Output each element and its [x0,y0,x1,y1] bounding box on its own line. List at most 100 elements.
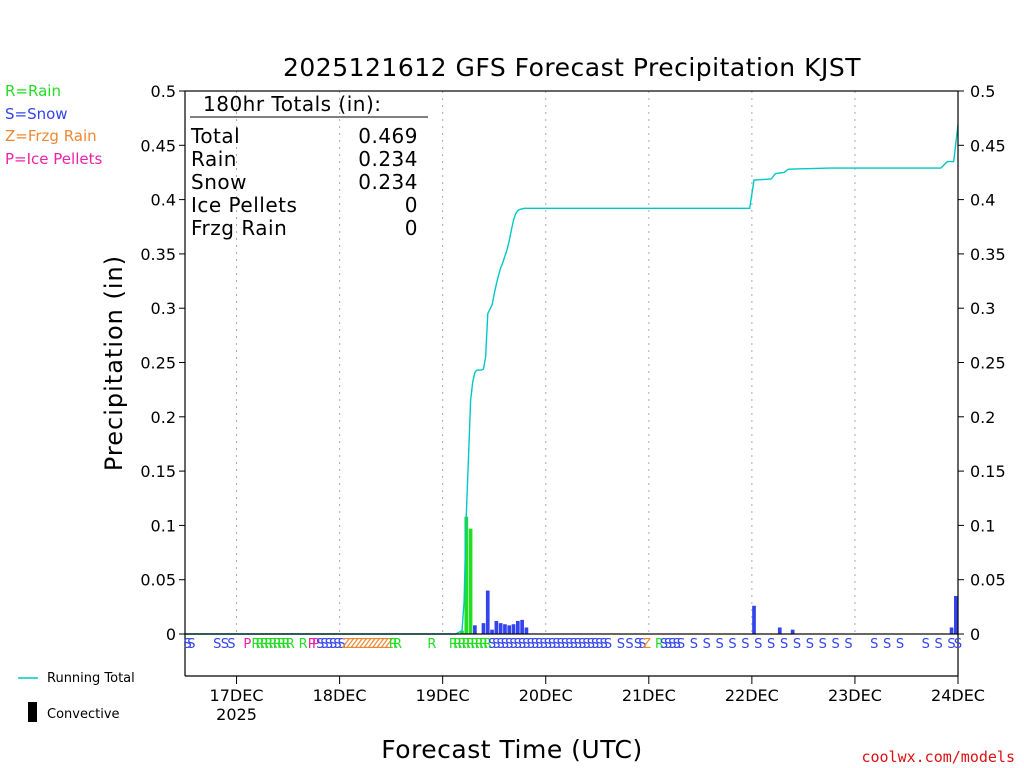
precip-type-marker: S [574,637,582,652]
y-axis-left: 0 0.05 0.1 0.15 0.2 0.25 0.3 0.35 0.4 0.45 0.5 [140,82,185,644]
x-tick-label: 20DEC [519,686,573,705]
precip-type-marker: S [660,637,668,652]
precip-bar [507,625,512,634]
y-tick-label-left: 0.15 [140,462,176,481]
precip-type-marker: S [595,637,603,652]
totals-row-value: 0.234 [358,170,418,194]
precip-type-marker: Z [380,637,389,652]
precip-type-marker: S [527,637,535,652]
totals-row-label: Ice Pellets [191,193,297,217]
precip-type-marker: S [531,637,539,652]
precip-type-marker: Z [346,637,355,652]
x-tick-label: 24DEC [931,686,985,705]
precip-type-marker: S [617,637,625,652]
grid-lines [236,91,856,634]
precip-type-marker: R [286,637,295,652]
x-tick-label: 22DEC [725,686,779,705]
precip-type-marker: S [806,637,814,652]
precip-bar [460,630,464,634]
totals-row-label: Snow [191,170,247,194]
precip-type-marker: S [664,637,672,652]
totals-row-label: Frzg Rain [191,216,287,240]
precip-type-marker: R [449,637,458,652]
precip-bar [949,627,954,634]
precip-type-marker: Z [350,637,359,652]
y-tick-label-right: 0.35 [970,245,1006,264]
precip-type-marker: R [251,637,260,652]
y-tick-label-right: 0.45 [970,136,1006,155]
precip-type-marker: R [655,637,664,652]
y-tick-label-right: 0.5 [970,82,995,101]
precip-type-marker: Z [354,637,363,652]
precip-type-marker: P [243,637,251,652]
precip-type-marker: S [557,637,565,652]
y-tick-label-left: 0 [166,625,176,644]
convective-legend-swatch [28,702,37,722]
precip-type-marker: R [483,637,492,652]
y-tick-label-right: 0.3 [970,299,995,318]
precip-type-marker: R [427,637,436,652]
x-tick-label: 18DEC [313,686,367,705]
precip-type-marker: R [453,637,462,652]
y-tick-label-right: 0.4 [970,191,995,210]
precip-type-marker: R [475,637,484,652]
precip-bar [777,627,782,634]
precip-type-marker: Z [359,637,368,652]
precip-type-marker: S [780,637,788,652]
precip-bar [515,620,520,634]
legend-rain: R=Rain [5,82,61,100]
precip-type-marker: R [479,637,488,652]
legend-frzg-rain: Z=Frzg Rain [5,127,97,145]
y-tick-label-left: 0.45 [140,136,176,155]
precip-type-marker: S [535,637,543,652]
precip-type-marker: S [728,637,736,652]
y-tick-label-right: 0 [970,625,980,644]
precip-type-marker: Z [642,637,651,652]
y-tick-label-left: 0.35 [140,245,176,264]
precip-bar [752,605,756,634]
y-tick-label-right: 0.15 [970,462,1006,481]
precip-type-marker: S [505,637,513,652]
precip-type-marker: R [269,637,278,652]
precip-type-marker: S [320,637,328,652]
totals-box: 180hr Totals (in): Total 0.469 Rain 0.234 Sno… [190,92,428,240]
precip-type-marker: S [509,637,517,652]
precip-type-marker: S [325,637,333,652]
y-tick-label-left: 0.3 [151,299,176,318]
y-axis-label: Precipitation (in) [100,255,128,471]
precip-bar [485,590,490,634]
precip-type-marker: S [565,637,573,652]
precip-type-marker: S [548,637,556,652]
precip-type-marker: S [492,637,500,652]
precip-type-marker: S [896,637,904,652]
precip-type-marker: R [260,637,269,652]
precip-type-marker: S [625,637,633,652]
precip-type-marker: Z [342,637,351,652]
x-tick-label: 19DEC [416,686,470,705]
precip-type-marker: R [389,637,398,652]
convective-legend-label: Convective [47,707,120,722]
precip-type-marker: S [600,637,608,652]
y-tick-label-right: 0.25 [970,354,1006,373]
precip-type-marker: S [690,637,698,652]
precip-type-marker: Z [376,637,385,652]
precip-type-marker: Z [372,637,381,652]
y-tick-label-left: 0.1 [151,516,176,535]
precip-type-marker: S [578,637,586,652]
precip-bar [524,627,529,634]
precip-type-marker: S [703,637,711,652]
x-tick-label: 21DEC [622,686,676,705]
precip-type-marker: S [677,637,685,652]
y-tick-label-right: 0.2 [970,408,995,427]
precip-type-marker: S [716,637,724,652]
precip-bar [464,516,469,634]
precip-type-marker: Z [363,637,372,652]
legend-snow: S=Snow [5,105,68,123]
precip-type-marker: S [587,637,595,652]
precip-type-marker: R [256,637,265,652]
precip-type-marker: S [793,637,801,652]
precip-type-marker: S [488,637,496,652]
y-tick-label-right: 0.05 [970,571,1006,590]
